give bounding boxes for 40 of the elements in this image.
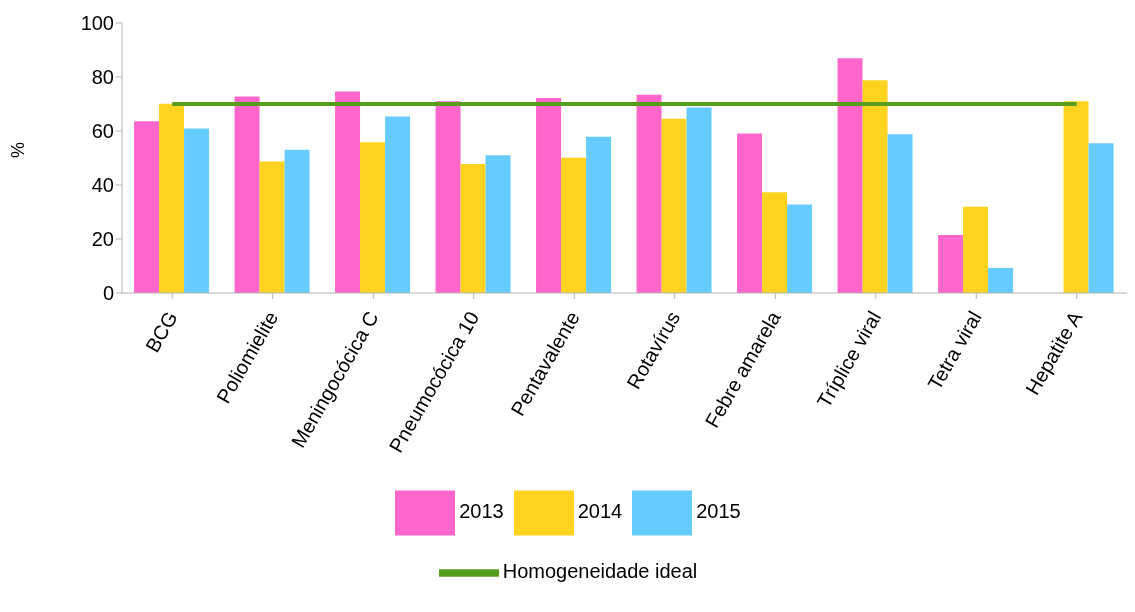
- bar: [1088, 143, 1114, 293]
- y-tick-label: 60: [91, 120, 114, 143]
- bar: [284, 149, 310, 293]
- bar: [787, 204, 813, 293]
- bar: [134, 121, 160, 293]
- bar: [686, 107, 712, 293]
- y-tick-label: 100: [80, 12, 114, 35]
- bar: [184, 128, 210, 293]
- bar: [887, 134, 913, 293]
- y-tick-label: 0: [102, 282, 114, 305]
- bar: [234, 96, 260, 293]
- bar: [259, 161, 285, 293]
- legend-label: Homogeneidade ideal: [502, 560, 698, 583]
- bar: [536, 98, 562, 293]
- bar: [335, 91, 361, 293]
- y-tick-label: 40: [91, 174, 114, 197]
- bar: [963, 206, 989, 293]
- legend-label: 2014: [577, 500, 623, 523]
- bar: [762, 192, 788, 293]
- bar: [636, 94, 662, 293]
- bar: [159, 103, 185, 293]
- bar: [360, 142, 386, 293]
- legend-label: 2015: [696, 500, 741, 523]
- bar: [938, 234, 964, 293]
- bar: [661, 118, 687, 293]
- bar: [837, 58, 863, 293]
- bar: [586, 136, 612, 293]
- bar: [862, 80, 888, 293]
- legend-label: 2013: [459, 500, 504, 523]
- bar: [485, 155, 511, 293]
- y-tick-label: 20: [91, 228, 114, 251]
- y-tick-label: 80: [91, 66, 114, 89]
- bar: [385, 116, 411, 293]
- bar: [435, 101, 461, 293]
- bar: [561, 157, 587, 293]
- bar: [988, 267, 1014, 293]
- y-axis-title: %: [8, 141, 29, 158]
- bar: [460, 163, 486, 293]
- bar: [737, 133, 763, 293]
- bar: [1063, 101, 1089, 293]
